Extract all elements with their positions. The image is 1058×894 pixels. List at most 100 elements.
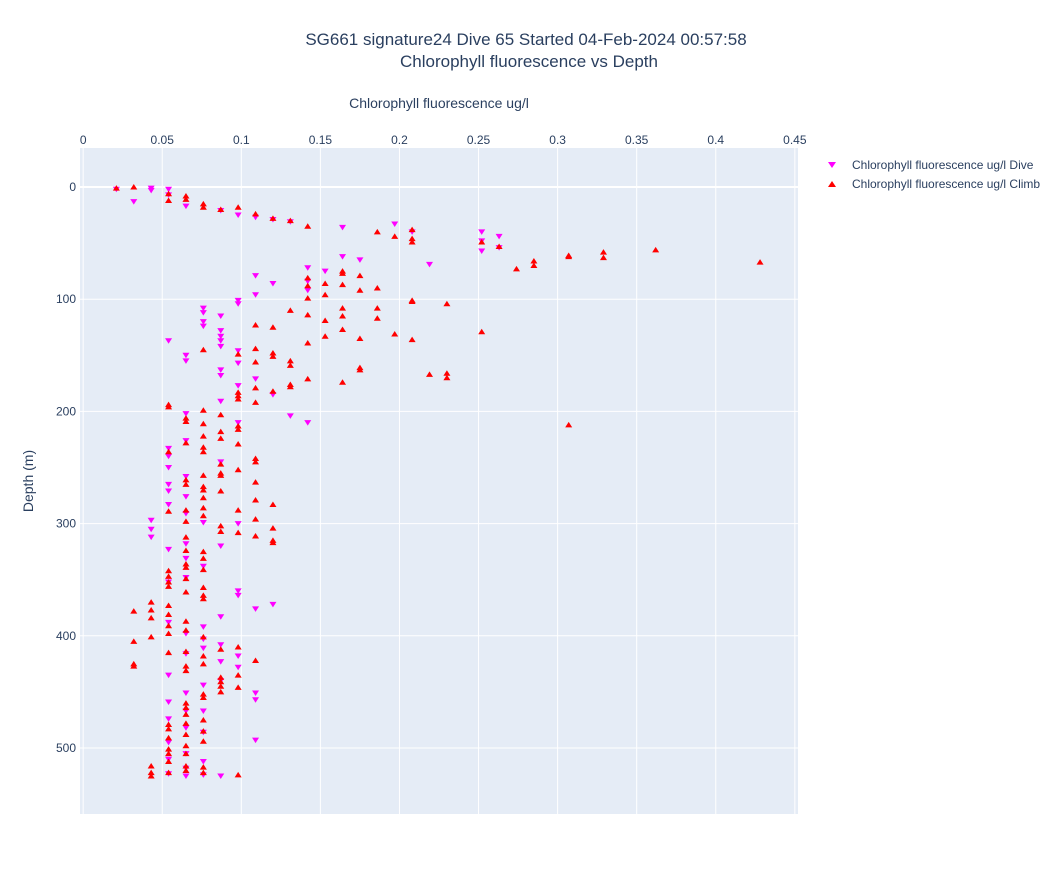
data-point[interactable] [199, 444, 207, 450]
data-point[interactable] [182, 415, 190, 421]
data-point[interactable] [199, 769, 207, 776]
data-point[interactable] [130, 184, 138, 190]
data-point[interactable] [269, 350, 277, 356]
data-point[interactable] [269, 525, 277, 531]
data-point[interactable] [165, 734, 173, 741]
data-point[interactable] [199, 200, 207, 207]
data-point[interactable] [565, 421, 573, 428]
data-point[interactable] [478, 328, 486, 335]
data-point[interactable] [443, 374, 451, 381]
data-point[interactable] [321, 268, 329, 275]
data-point[interactable] [269, 324, 277, 330]
data-point[interactable] [356, 366, 364, 373]
data-point[interactable] [217, 411, 225, 418]
data-point[interactable] [217, 614, 225, 620]
data-point[interactable] [391, 221, 399, 228]
data-point[interactable] [165, 739, 173, 746]
data-point[interactable] [147, 762, 155, 769]
data-point[interactable] [408, 238, 416, 245]
data-point[interactable] [199, 624, 207, 630]
data-point[interactable] [269, 501, 277, 508]
data-point[interactable] [165, 190, 173, 197]
data-point[interactable] [165, 502, 173, 508]
data-point[interactable] [234, 389, 242, 395]
data-point[interactable] [391, 233, 399, 239]
data-point[interactable] [304, 282, 312, 289]
data-point[interactable] [182, 352, 190, 359]
data-point[interactable] [304, 287, 312, 294]
data-point[interactable] [199, 346, 207, 353]
data-point[interactable] [182, 773, 190, 780]
data-point[interactable] [182, 589, 190, 595]
data-point[interactable] [130, 199, 138, 205]
data-point[interactable] [165, 546, 173, 553]
data-point[interactable] [199, 716, 207, 723]
data-point[interactable] [165, 583, 173, 589]
data-point[interactable] [652, 246, 660, 253]
data-point[interactable] [147, 187, 155, 194]
data-point[interactable] [286, 362, 294, 368]
data-point[interactable] [217, 543, 225, 550]
data-point[interactable] [252, 737, 260, 744]
data-point[interactable] [165, 403, 173, 410]
data-point[interactable] [199, 595, 207, 602]
data-point[interactable] [199, 433, 207, 439]
data-point[interactable] [234, 360, 242, 367]
data-point[interactable] [234, 521, 242, 527]
data-point[interactable] [147, 517, 155, 524]
data-point[interactable] [182, 560, 190, 567]
data-point[interactable] [217, 338, 225, 344]
data-point[interactable] [199, 708, 207, 714]
data-point[interactable] [252, 273, 260, 279]
data-point[interactable] [199, 645, 207, 652]
data-point[interactable] [339, 254, 347, 260]
data-point[interactable] [356, 257, 364, 263]
data-point[interactable] [217, 206, 225, 212]
data-point[interactable] [199, 592, 207, 598]
data-point[interactable] [217, 428, 225, 435]
data-point[interactable] [182, 742, 190, 749]
data-point[interactable] [182, 767, 190, 773]
data-point[interactable] [217, 773, 225, 780]
data-point[interactable] [252, 399, 260, 405]
data-point[interactable] [269, 215, 277, 221]
data-point[interactable] [165, 672, 173, 679]
data-point[interactable] [234, 529, 242, 536]
data-point[interactable] [530, 262, 538, 269]
data-point[interactable] [304, 274, 312, 281]
data-point[interactable] [269, 388, 277, 394]
data-point[interactable] [252, 359, 260, 365]
data-point[interactable] [165, 338, 173, 344]
data-point[interactable] [199, 682, 207, 689]
data-point[interactable] [165, 721, 173, 727]
data-point[interactable] [234, 672, 242, 678]
data-point[interactable] [217, 367, 225, 373]
data-point[interactable] [269, 353, 277, 359]
data-point[interactable] [165, 725, 173, 732]
legend-item-climb[interactable]: Chlorophyll fluorescence ug/l Climb [828, 177, 1040, 191]
data-point[interactable] [443, 300, 451, 307]
data-point[interactable] [339, 224, 347, 231]
data-point[interactable] [199, 319, 207, 325]
data-point[interactable] [234, 426, 242, 432]
data-point[interactable] [599, 254, 607, 261]
data-point[interactable] [234, 212, 242, 219]
data-point[interactable] [599, 249, 607, 255]
data-point[interactable] [756, 259, 764, 265]
data-point[interactable] [217, 659, 225, 665]
data-point[interactable] [234, 396, 242, 402]
data-point[interactable] [165, 445, 173, 452]
data-point[interactable] [130, 638, 138, 644]
data-point[interactable] [182, 720, 190, 726]
data-point[interactable] [426, 261, 434, 268]
data-point[interactable] [199, 694, 207, 701]
data-point[interactable] [217, 688, 225, 695]
data-point[interactable] [217, 528, 225, 534]
data-point[interactable] [286, 413, 294, 419]
data-point[interactable] [373, 228, 381, 235]
data-point[interactable] [199, 633, 207, 640]
data-point[interactable] [339, 305, 347, 311]
data-point[interactable] [269, 601, 277, 608]
data-point[interactable] [286, 383, 294, 390]
data-point[interactable] [199, 494, 207, 501]
